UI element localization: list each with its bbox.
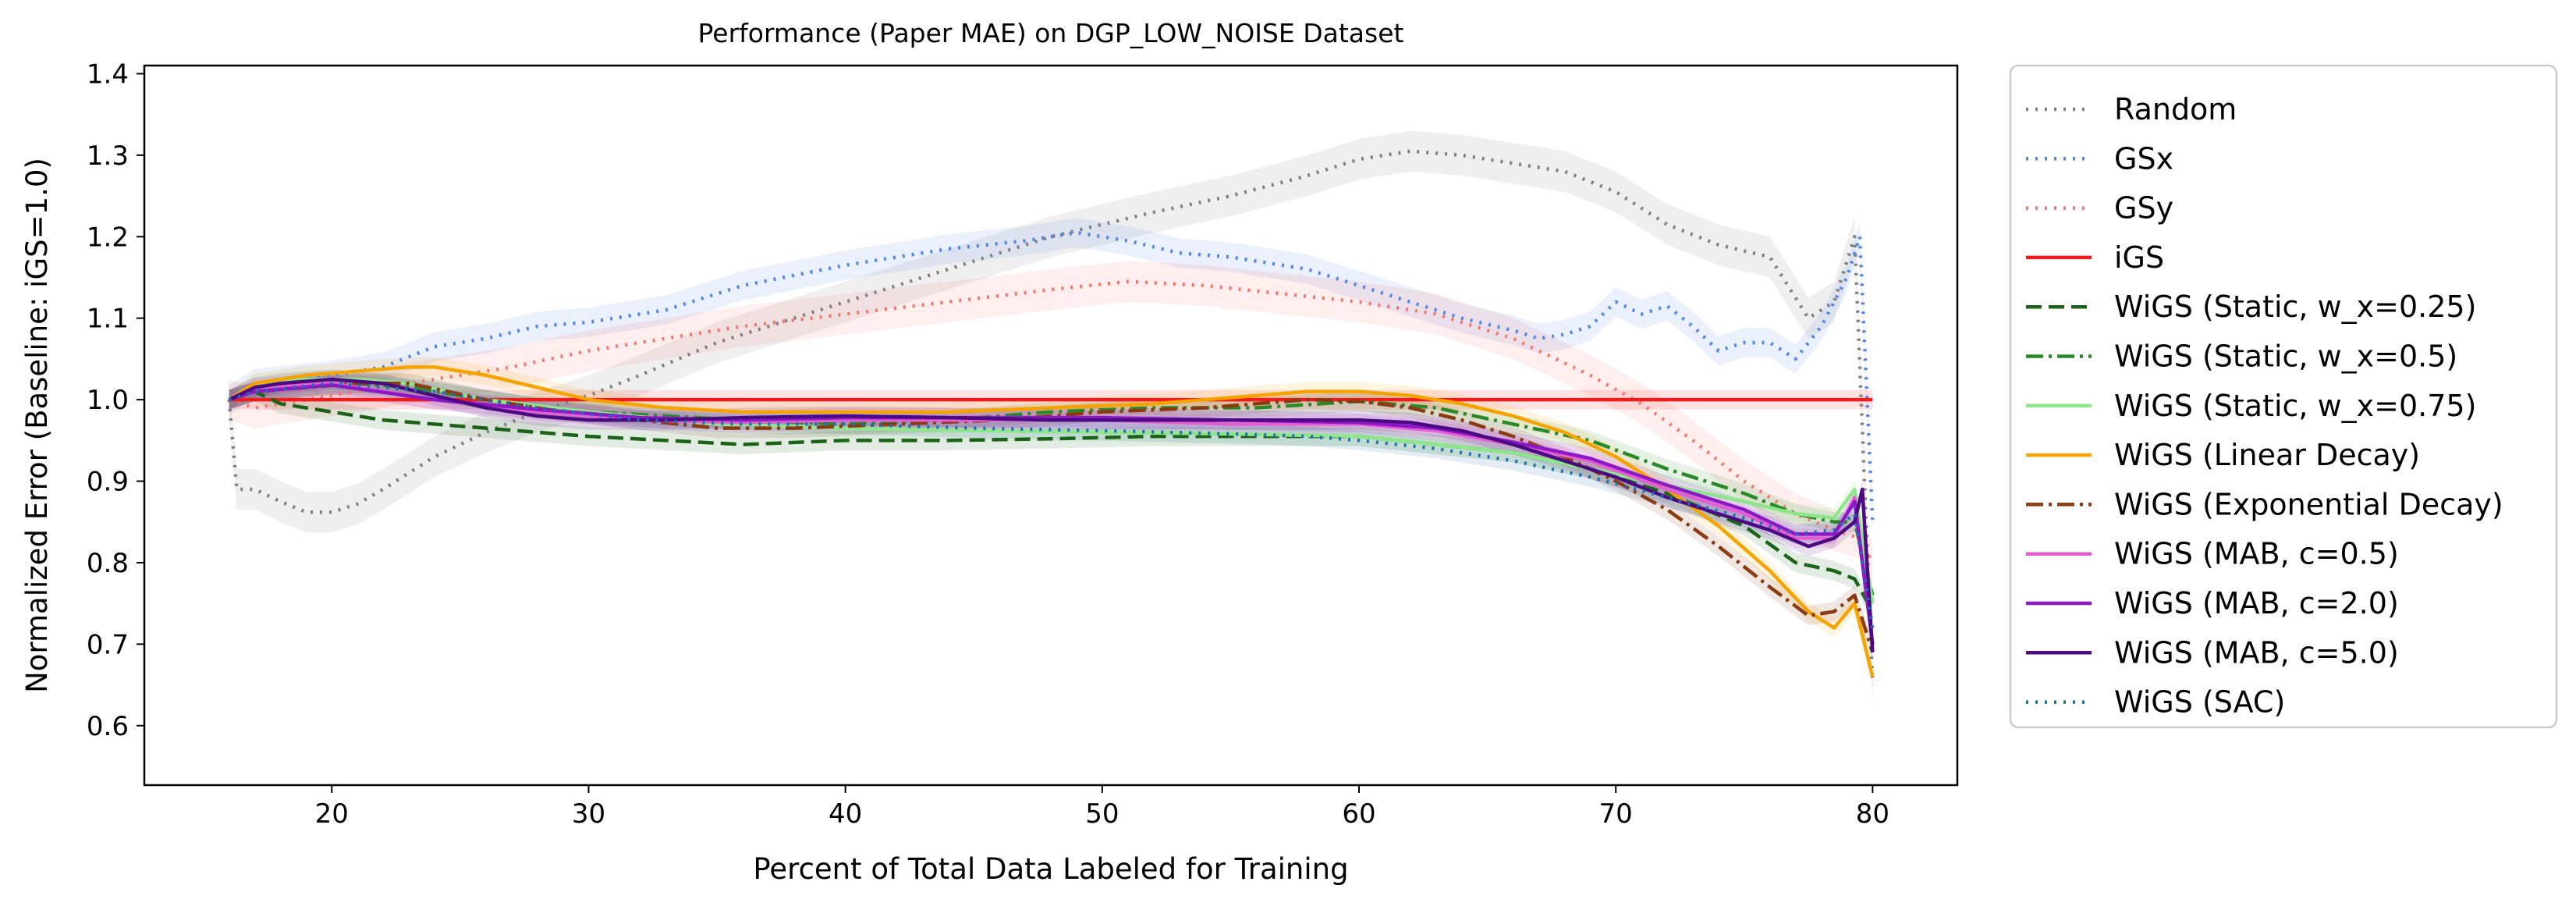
series-line: [228, 381, 1875, 628]
x-tick-label: 40: [829, 798, 862, 830]
y-tick-label: 0.9: [87, 467, 129, 498]
confidence-band: [229, 373, 1873, 638]
y-tick-label: 1.3: [87, 140, 129, 172]
x-tick-label: 70: [1599, 798, 1633, 830]
x-axis-ticks: 20 30 40 50 60 70 80: [315, 785, 1889, 830]
y-tick-label: 0.8: [87, 548, 129, 579]
series-line: [228, 365, 1875, 677]
confidence-band: [229, 382, 1873, 622]
y-axis-ticks: 0.6 0.7 0.8 0.9 1.0 1.1 1.2 1.3 1.4: [87, 59, 144, 742]
legend-label: GSy: [2114, 191, 2173, 226]
y-tick-label: 0.6: [87, 711, 129, 742]
series-line: [228, 381, 1875, 653]
x-axis-label: Percent of Total Data Labeled for Traini…: [753, 852, 1348, 886]
legend-label: WiGS (Static, w_x=0.5): [2114, 339, 2457, 374]
x-tick-label: 20: [315, 798, 349, 830]
x-tick-label: 30: [572, 798, 605, 830]
series-line: [228, 389, 1875, 613]
y-tick-label: 1.1: [87, 304, 129, 335]
legend-label: Random: [2114, 92, 2237, 126]
y-tick-label: 1.2: [87, 222, 129, 253]
legend-label: WiGS (Exponential Decay): [2114, 487, 2503, 521]
y-axis-label: Normalized Error (Baseline: iGS=1.0): [20, 158, 54, 693]
confidence-band: [229, 375, 1873, 654]
legend-label: WiGS (Static, w_x=0.75): [2114, 389, 2476, 423]
y-tick-label: 1.4: [87, 59, 129, 90]
legend-label: WiGS (Linear Decay): [2114, 438, 2420, 472]
plot-frame: [143, 64, 1959, 787]
legend-label: WiGS (MAB, c=0.5): [2114, 537, 2399, 571]
x-tick-label: 50: [1085, 798, 1119, 830]
chart-title: Performance (Paper MAE) on DGP_LOW_NOISE…: [698, 18, 1404, 48]
legend-label: WiGS (SAC): [2114, 685, 2285, 720]
x-tick-label: 80: [1856, 798, 1889, 830]
legend-items: Random GSx GSy iGS WiGS (Static, w_x=0.25) Wi…: [2026, 92, 2503, 720]
legend-label: WiGS (MAB, c=2.0): [2114, 586, 2399, 620]
confidence-band: [229, 261, 1873, 584]
legend-box: [2009, 64, 2558, 729]
x-tick-label: 60: [1342, 798, 1375, 830]
series-line: [228, 377, 1875, 652]
legend-label: iGS: [2114, 240, 2164, 275]
series-line: [228, 230, 1875, 522]
series-lines: [227, 149, 1875, 685]
y-tick-label: 1.0: [87, 385, 129, 416]
plot-area: [143, 64, 1959, 787]
confidence-band: [229, 373, 1873, 654]
legend-label: GSx: [2114, 141, 2173, 176]
series-line: [228, 381, 1875, 596]
legend-label: WiGS (Static, w_x=0.25): [2114, 290, 2476, 324]
legend: Random GSx GSy iGS WiGS (Static, w_x=0.25) Wi…: [2009, 64, 2558, 729]
series-line: [228, 377, 1875, 604]
y-tick-label: 0.7: [87, 629, 129, 660]
legend-label: WiGS (MAB, c=5.0): [2114, 635, 2399, 670]
